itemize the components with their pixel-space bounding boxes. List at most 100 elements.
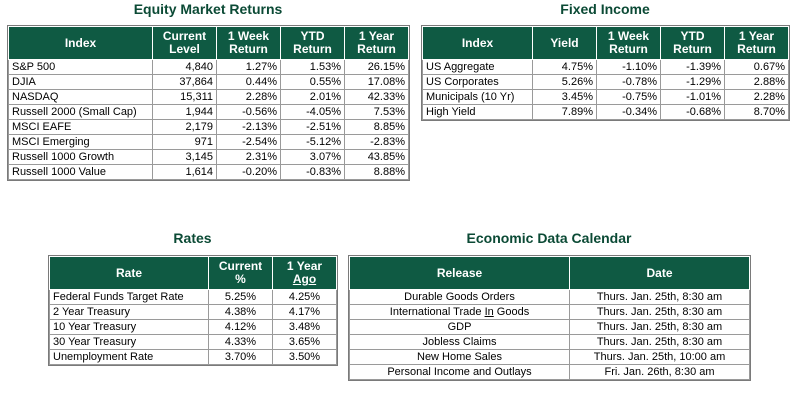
- equity-year: -2.83%: [344, 134, 409, 150]
- rates-current: 3.70%: [208, 349, 273, 365]
- equity-week: -0.20%: [216, 164, 281, 180]
- equity-index: Russell 1000 Growth: [8, 149, 153, 165]
- equity-year: 43.85%: [344, 149, 409, 165]
- equity-week: 2.31%: [216, 149, 281, 165]
- rates-header-current: Current%: [208, 256, 273, 290]
- equity-level: 3,145: [152, 149, 217, 165]
- equity-header-ytd: YTD Return: [280, 26, 345, 60]
- fixed-ytd: -0.68%: [660, 104, 725, 120]
- equity-ytd: -2.51%: [280, 119, 345, 135]
- equity-level: 1,614: [152, 164, 217, 180]
- equity-level: 37,864: [152, 74, 217, 90]
- rates-current: 4.38%: [208, 304, 273, 320]
- calendar-header-row: Release Date: [349, 256, 750, 290]
- equity-ytd: -4.05%: [280, 104, 345, 120]
- equity-header-week: 1 Week Return: [216, 26, 281, 60]
- equity-year: 7.53%: [344, 104, 409, 120]
- table-row: Russell 2000 (Small Cap) 1,944 -0.56% -4…: [8, 104, 409, 120]
- equity-year: 26.15%: [344, 59, 409, 75]
- table-row: MSCI EAFE 2,179 -2.13% -2.51% 8.85%: [8, 119, 409, 135]
- fixed-ytd: -1.01%: [660, 89, 725, 105]
- table-row: MSCI Emerging 971 -2.54% -5.12% -2.83%: [8, 134, 409, 150]
- table-row: High Yield 7.89% -0.34% -0.68% 8.70%: [422, 104, 789, 120]
- table-row: Jobless Claims Thurs. Jan. 25th, 8:30 am: [349, 334, 750, 350]
- equity-title: Equity Market Returns: [133, 1, 283, 17]
- rates-name: 10 Year Treasury: [49, 319, 209, 335]
- table-row: Durable Goods Orders Thurs. Jan. 25th, 8…: [349, 289, 750, 305]
- fixed-yield: 5.26%: [532, 74, 597, 90]
- calendar-date: Thurs. Jan. 25th, 10:00 am: [569, 349, 750, 365]
- table-row: US Aggregate 4.75% -1.10% -1.39% 0.67%: [422, 59, 789, 75]
- equity-week: -2.13%: [216, 119, 281, 135]
- equity-index: NASDAQ: [8, 89, 153, 105]
- equity-week: 1.27%: [216, 59, 281, 75]
- rates-current: 5.25%: [208, 289, 273, 305]
- calendar-date: Thurs. Jan. 25th, 8:30 am: [569, 334, 750, 350]
- fixed-week: -1.10%: [596, 59, 661, 75]
- fixed-header-week: 1 Week Return: [596, 26, 661, 60]
- table-row: New Home Sales Thurs. Jan. 25th, 10:00 a…: [349, 349, 750, 365]
- fixed-year: 0.67%: [724, 59, 789, 75]
- equity-year: 8.88%: [344, 164, 409, 180]
- equity-year: 8.85%: [344, 119, 409, 135]
- fixed-yield: 7.89%: [532, 104, 597, 120]
- calendar-table: Release Date Durable Goods Orders Thurs.…: [348, 255, 751, 381]
- fixed-index: Municipals (10 Yr): [422, 89, 533, 105]
- equity-ytd: 3.07%: [280, 149, 345, 165]
- equity-week: 0.44%: [216, 74, 281, 90]
- calendar-release: GDP: [349, 319, 570, 335]
- rates-title: Rates: [173, 230, 212, 246]
- table-row: NASDAQ 15,311 2.28% 2.01% 42.33%: [8, 89, 409, 105]
- fixed-ytd: -1.39%: [660, 59, 725, 75]
- fixed-title: Fixed Income: [560, 1, 650, 17]
- fixed-header-yield: Yield: [532, 26, 597, 60]
- table-row: International Trade In Goods Thurs. Jan.…: [349, 304, 750, 320]
- fixed-week: -0.34%: [596, 104, 661, 120]
- equity-ytd: 0.55%: [280, 74, 345, 90]
- calendar-header-release: Release: [349, 256, 570, 290]
- table-row: DJIA 37,864 0.44% 0.55% 17.08%: [8, 74, 409, 90]
- rates-year-ago: 4.17%: [272, 304, 337, 320]
- table-row: 2 Year Treasury 4.38% 4.17%: [49, 304, 337, 320]
- equity-table: Index Current Level 1 Week Return YTD Retur…: [7, 25, 410, 181]
- table-row: 10 Year Treasury 4.12% 3.48%: [49, 319, 337, 335]
- fixed-yield: 3.45%: [532, 89, 597, 105]
- table-row: Unemployment Rate 3.70% 3.50%: [49, 349, 337, 365]
- equity-level: 15,311: [152, 89, 217, 105]
- fixed-index: High Yield: [422, 104, 533, 120]
- table-row: Federal Funds Target Rate 5.25% 4.25%: [49, 289, 337, 305]
- equity-week: -0.56%: [216, 104, 281, 120]
- fixed-header-row: Index Yield 1 Week Return YTD Return 1 Yea…: [422, 26, 789, 60]
- fixed-header-year: 1 Year Return: [724, 26, 789, 60]
- equity-ytd: 1.53%: [280, 59, 345, 75]
- table-row: Personal Income and Outlays Fri. Jan. 26…: [349, 364, 750, 380]
- fixed-year: 2.28%: [724, 89, 789, 105]
- rates-header-row: Rate Current% 1 Year Ago: [49, 256, 337, 290]
- calendar-header-date: Date: [569, 256, 750, 290]
- rates-current: 4.33%: [208, 334, 273, 350]
- equity-ytd: -0.83%: [280, 164, 345, 180]
- calendar-release: Jobless Claims: [349, 334, 570, 350]
- fixed-header-ytd: YTD Return: [660, 26, 725, 60]
- equity-header-index: Index: [8, 26, 153, 60]
- equity-index: Russell 2000 (Small Cap): [8, 104, 153, 120]
- rates-name: 30 Year Treasury: [49, 334, 209, 350]
- equity-year: 17.08%: [344, 74, 409, 90]
- rates-header-year: 1 Year Ago: [272, 256, 337, 290]
- rates-year-ago: 4.25%: [272, 289, 337, 305]
- fixed-week: -0.78%: [596, 74, 661, 90]
- rates-year-ago: 3.65%: [272, 334, 337, 350]
- rates-table: Rate Current% 1 Year Ago Federal Funds Ta…: [48, 255, 338, 366]
- equity-level: 2,179: [152, 119, 217, 135]
- equity-index: DJIA: [8, 74, 153, 90]
- fixed-index: US Corporates: [422, 74, 533, 90]
- equity-level: 4,840: [152, 59, 217, 75]
- rates-header-rate: Rate: [49, 256, 209, 290]
- table-row: S&P 500 4,840 1.27% 1.53% 26.15%: [8, 59, 409, 75]
- equity-header-row: Index Current Level 1 Week Return YTD Retur…: [8, 26, 409, 60]
- calendar-release: International Trade In Goods: [349, 304, 570, 320]
- equity-index: S&P 500: [8, 59, 153, 75]
- calendar-date: Thurs. Jan. 25th, 8:30 am: [569, 304, 750, 320]
- rates-year-ago: 3.50%: [272, 349, 337, 365]
- table-row: US Corporates 5.26% -0.78% -1.29% 2.88%: [422, 74, 789, 90]
